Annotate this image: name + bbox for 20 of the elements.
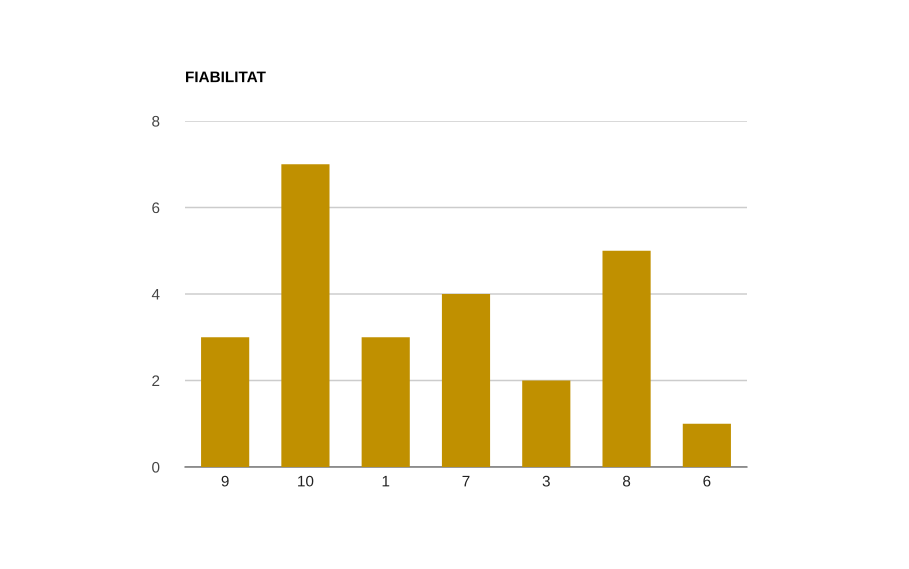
x-tick-label: 10 [298,476,314,487]
x-tick-label: 8 [622,476,630,487]
bar [602,250,651,467]
y-tick-label: 4 [152,289,160,300]
chart-title: FIABILITAT [186,72,266,82]
x-tick-label: 3 [542,476,550,487]
bar [281,164,330,467]
y-tick-label: 0 [152,462,160,473]
x-tick-label: 1 [382,476,390,486]
x-tick-label: 9 [222,476,229,487]
bar [682,424,731,467]
y-tick-label: 6 [152,202,160,214]
bar [201,337,250,467]
x-tick-label: 7 [462,476,470,486]
bar [442,294,490,467]
bar [522,380,570,467]
y-tick-label: 8 [152,116,160,127]
bar [362,337,410,467]
y-tick-label: 2 [152,375,160,386]
x-tick-label: 6 [703,476,710,487]
